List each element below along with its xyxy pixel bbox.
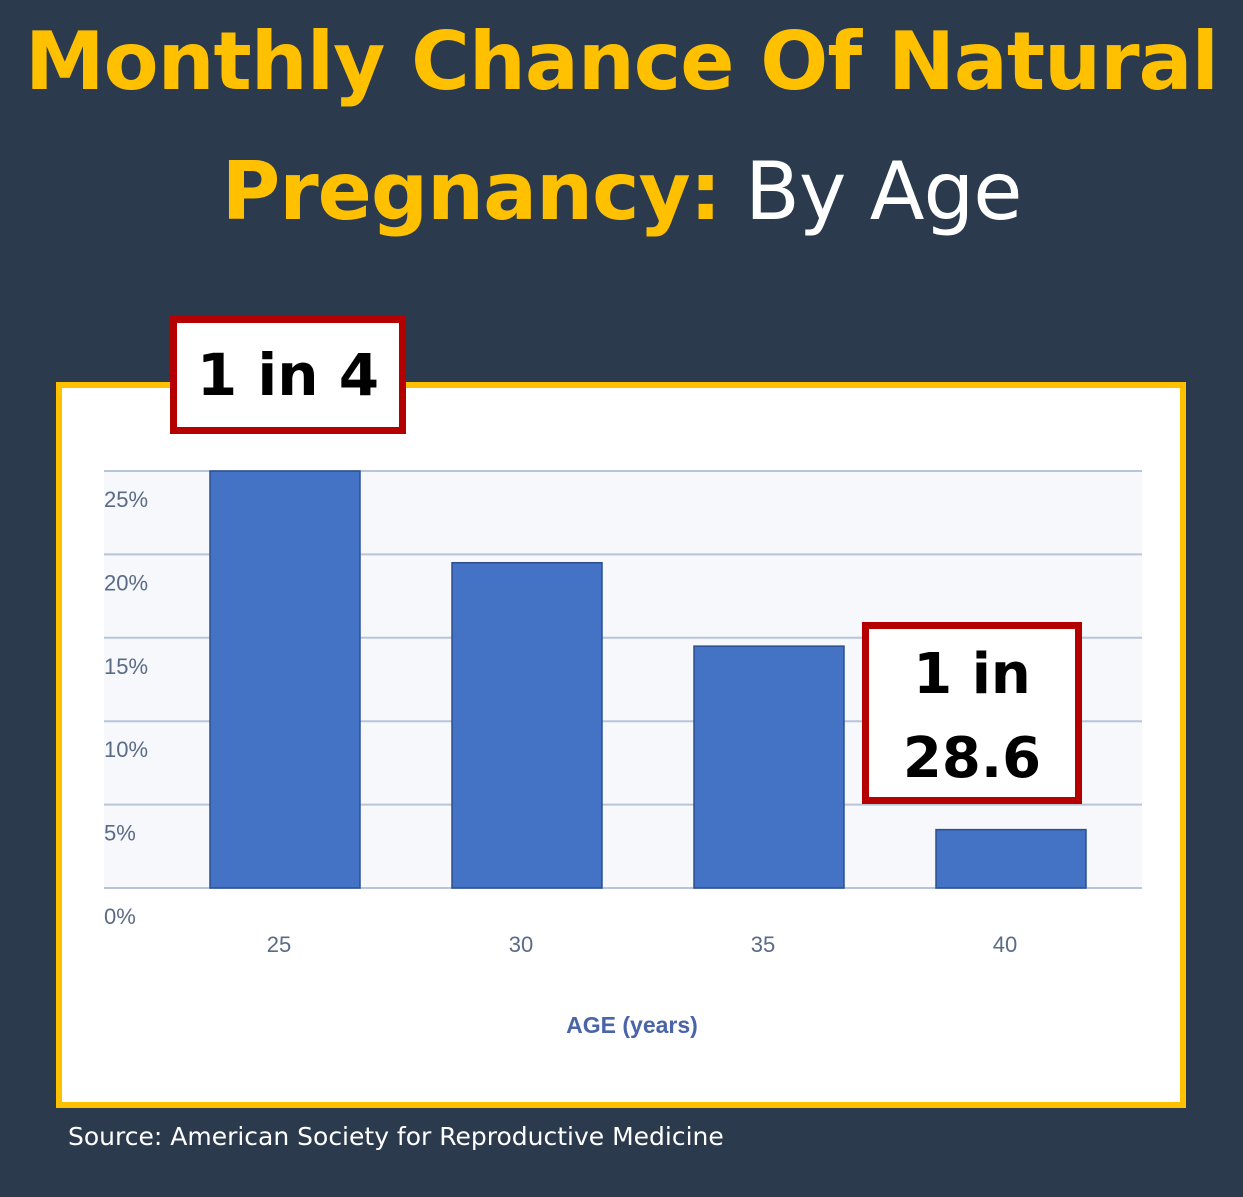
chart-title-line2: Pregnancy: By Age	[0, 152, 1243, 232]
x-tick-label: 35	[751, 932, 775, 957]
y-tick-label: 20%	[104, 570, 148, 595]
y-tick-label: 5%	[104, 821, 136, 846]
y-tick-label: 0%	[104, 904, 136, 929]
source-note: Source: American Society for Reproductiv…	[68, 1122, 724, 1151]
title-highlight: Pregnancy:	[221, 145, 722, 238]
x-tick-label: 30	[509, 932, 533, 957]
callout-text-line1: 1 in	[913, 642, 1031, 707]
x-axis-label: AGE (years)	[566, 1012, 698, 1038]
chart-title-line1: Monthly Chance Of Natural	[25, 15, 1219, 108]
bar-30	[451, 561, 603, 889]
y-tick-label: 10%	[104, 737, 148, 762]
callout-age-40: 1 in 28.6	[862, 622, 1082, 804]
callout-age-25: 1 in 4	[170, 316, 406, 434]
bar-25	[209, 470, 361, 889]
callout-text: 1 in 4	[196, 341, 380, 409]
callout-text-line2: 28.6	[902, 726, 1042, 791]
title-suffix: By Age	[720, 145, 1022, 238]
x-tick-label: 40	[993, 932, 1017, 957]
y-tick-label: 15%	[104, 654, 148, 679]
bar-35	[693, 645, 845, 889]
x-tick-label: 25	[267, 932, 291, 957]
y-tick-label: 25%	[104, 487, 148, 512]
bar-40	[935, 828, 1087, 889]
bar-chart: 0% 5% 10% 15% 20% 25% 25 30 35 40 AGE (years)	[104, 470, 1142, 1038]
